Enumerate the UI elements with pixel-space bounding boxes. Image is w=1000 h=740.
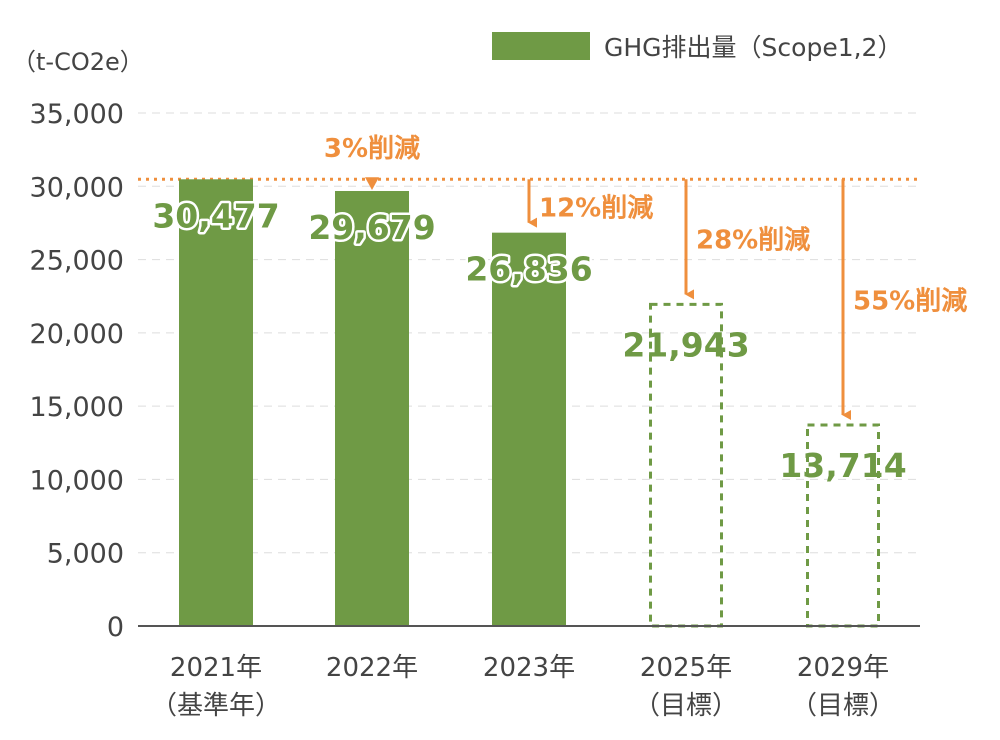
y-tick-label: 20,000 xyxy=(30,319,124,350)
target-bar xyxy=(649,302,723,628)
x-axis-sublabel: （基準年） xyxy=(151,691,281,721)
bars xyxy=(179,179,880,628)
reduction-annotations: 3%削減 12%削減 28%削減 55%削減 xyxy=(324,134,967,420)
y-tick-label: 5,000 xyxy=(47,539,124,570)
bar-value-label: 29,679 xyxy=(308,208,435,247)
reduction-arrowhead xyxy=(365,177,379,190)
y-tick-label: 25,000 xyxy=(30,246,124,277)
reduction-label: 12%削減 xyxy=(539,193,653,223)
emissions-bar xyxy=(335,190,409,626)
y-tick-label: 0 xyxy=(107,612,124,643)
emissions-bar xyxy=(179,179,253,626)
y-tick-label: 35,000 xyxy=(30,99,124,130)
x-axis-labels: 2021年 （基準年） 2022年 2023年 2025年 （目標） 2029年 （目標） xyxy=(151,653,895,721)
grid-lines xyxy=(138,112,920,554)
y-tick-label: 10,000 xyxy=(30,465,124,496)
x-axis-sublabel: （目標） xyxy=(791,691,895,721)
x-axis-label: 2021年 xyxy=(170,653,262,683)
y-axis-unit-label: （t-CO2e） xyxy=(12,48,144,76)
y-axis-ticks: 0 5,000 10,000 15,000 20,000 25,000 30,000 35,0… xyxy=(30,99,124,643)
legend-label: GHG排出量（Scope1,2） xyxy=(604,33,902,62)
x-axis-label: 2022年 xyxy=(326,653,418,683)
legend-swatch xyxy=(492,32,590,60)
bar-value-label: 30,477 xyxy=(152,196,279,235)
y-tick-label: 30,000 xyxy=(30,172,124,203)
target-bar xyxy=(806,423,880,628)
emissions-bar xyxy=(492,232,566,626)
bar-value-label: 13,714 xyxy=(779,446,906,485)
reduction-label: 28%削減 xyxy=(696,225,810,255)
legend: GHG排出量（Scope1,2） xyxy=(492,32,902,62)
reduction-label: 55%削減 xyxy=(853,286,967,316)
value-labels: 30,477 29,679 26,836 21,943 13,714 xyxy=(150,194,907,485)
bar-value-label: 26,836 xyxy=(465,250,592,289)
y-tick-label: 15,000 xyxy=(30,392,124,423)
x-axis-label: 2025年 xyxy=(640,653,732,683)
x-axis-sublabel: （目標） xyxy=(634,691,738,721)
bar-value-label: 21,943 xyxy=(622,325,749,364)
reduction-label: 3%削減 xyxy=(324,134,420,164)
x-axis-label: 2029年 xyxy=(797,653,889,683)
x-axis-label: 2023年 xyxy=(483,653,575,683)
